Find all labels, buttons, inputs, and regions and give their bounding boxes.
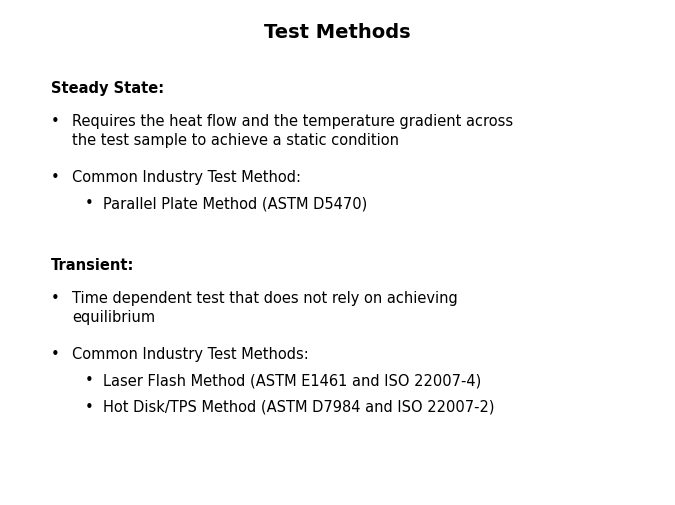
Text: •: •: [51, 169, 59, 184]
Text: •: •: [84, 399, 93, 414]
Text: Common Industry Test Methods:: Common Industry Test Methods:: [72, 346, 309, 361]
Text: •: •: [51, 290, 59, 306]
Text: Laser Flash Method (ASTM E1461 and ISO 22007-4): Laser Flash Method (ASTM E1461 and ISO 2…: [103, 373, 481, 388]
Text: Steady State:: Steady State:: [51, 81, 164, 96]
Text: Requires the heat flow and the temperature gradient across
the test sample to ac: Requires the heat flow and the temperatu…: [72, 114, 514, 148]
Text: Time dependent test that does not rely on achieving
equilibrium: Time dependent test that does not rely o…: [72, 290, 458, 325]
Text: Hot Disk/TPS Method (ASTM D7984 and ISO 22007-2): Hot Disk/TPS Method (ASTM D7984 and ISO …: [103, 399, 494, 414]
Text: Parallel Plate Method (ASTM D5470): Parallel Plate Method (ASTM D5470): [103, 196, 367, 211]
Text: •: •: [51, 346, 59, 361]
Text: Test Methods: Test Methods: [264, 23, 411, 42]
Text: •: •: [84, 196, 93, 211]
Text: Transient:: Transient:: [51, 258, 134, 273]
Text: •: •: [51, 114, 59, 129]
Text: •: •: [84, 373, 93, 388]
Text: Common Industry Test Method:: Common Industry Test Method:: [72, 169, 301, 184]
